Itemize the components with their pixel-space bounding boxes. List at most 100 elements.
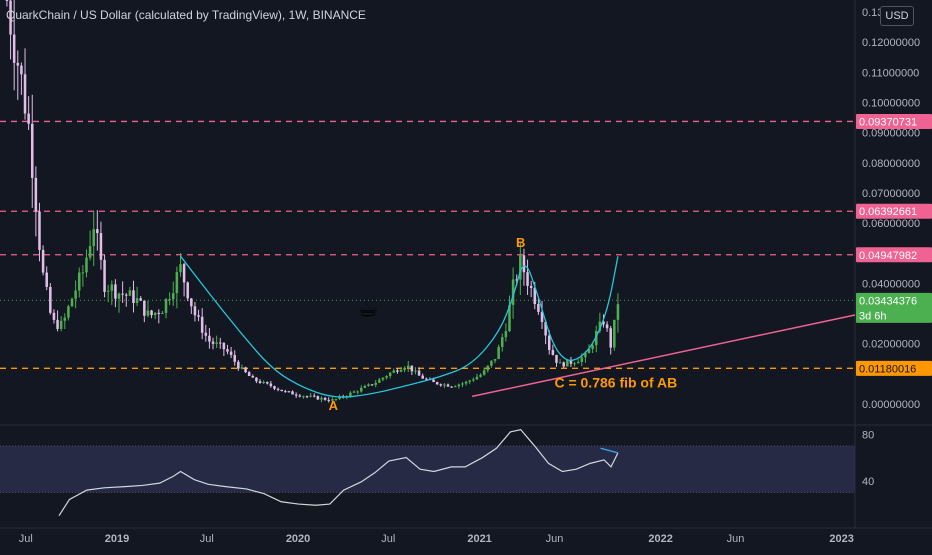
candle-body	[204, 332, 208, 336]
candle-body	[566, 359, 569, 367]
candle-body	[370, 384, 374, 386]
candle-body	[190, 298, 193, 307]
candle-body	[49, 286, 52, 313]
price-label-box	[856, 292, 932, 323]
candle-body	[114, 284, 117, 299]
candle-body	[537, 304, 540, 312]
candle-body	[363, 385, 367, 388]
candle-body	[352, 391, 356, 393]
candle-body	[403, 367, 406, 371]
candle-body	[562, 362, 565, 367]
candle-body	[331, 399, 334, 401]
candle-body	[265, 382, 269, 384]
candle-body	[222, 342, 226, 350]
candle-body	[356, 391, 359, 393]
candle-body	[197, 315, 200, 317]
candle-body	[529, 285, 533, 288]
candle-body	[284, 391, 287, 393]
candle-body	[425, 378, 428, 380]
candle-body	[320, 397, 323, 400]
cup-curve-line[interactable]	[180, 255, 619, 398]
candle-body	[359, 387, 363, 392]
trend-line[interactable]	[471, 314, 856, 398]
time-tick-label: Jun	[727, 533, 745, 545]
candle-body	[305, 396, 309, 398]
candle-body	[302, 396, 305, 398]
candle-body	[591, 345, 594, 350]
candle-body	[218, 342, 222, 344]
candle-body	[334, 398, 338, 400]
candle-body	[5, 0, 9, 1]
candle-body	[269, 383, 273, 387]
candle-body	[555, 354, 558, 363]
annotation-label: C = 0.786 fib of AB	[554, 374, 677, 390]
candle-body	[110, 284, 114, 291]
candle-body	[193, 306, 197, 316]
candle-body	[273, 386, 276, 389]
candle-body	[258, 381, 262, 383]
countdown-label: 3d 6h	[859, 310, 887, 322]
rsi-band	[0, 445, 855, 493]
candle-body	[580, 357, 584, 362]
rsi-tick-label: 80	[862, 429, 874, 441]
candle-body	[117, 293, 121, 299]
candle-body	[450, 386, 453, 388]
candle-body	[374, 382, 377, 385]
candle-body	[479, 374, 482, 377]
time-tick-label: Jul	[381, 533, 395, 545]
candle-body	[298, 395, 302, 397]
horizontal-lines-layer[interactable]	[0, 120, 855, 369]
candle-body	[41, 249, 45, 273]
price-tick-label-partial: 0.13	[862, 7, 883, 19]
candle-body	[378, 379, 381, 383]
candle-body	[544, 321, 547, 336]
candle-body	[103, 259, 106, 292]
price-tick-label: 0.04000000	[862, 278, 920, 290]
candle-body	[573, 363, 576, 365]
candle-body	[153, 312, 157, 316]
candle-body	[128, 290, 132, 296]
candle-body	[143, 300, 146, 316]
candle-body	[244, 367, 247, 373]
candle-body	[233, 355, 236, 362]
price-label-text: 0.01180016	[859, 363, 916, 375]
candle-body	[316, 396, 320, 400]
time-tick-label: 2020	[286, 533, 310, 545]
price-tick-label: 0.10000000	[862, 97, 920, 109]
price-label-box	[856, 113, 932, 129]
rsi-divergence-line[interactable]	[600, 447, 619, 454]
candle-body	[124, 294, 128, 296]
candle-body	[396, 370, 399, 372]
candle-body	[558, 362, 562, 364]
currency-selector[interactable]: USD	[880, 6, 914, 26]
candle-body	[16, 62, 20, 66]
candle-body	[584, 353, 587, 358]
rsi-tick-label: 40	[862, 476, 874, 488]
drawings-layer[interactable]: A B C = 0.786 fib of AB ☕	[180, 235, 856, 413]
candle-body	[497, 346, 500, 359]
price-tick-label: 0.02000000	[862, 339, 920, 351]
candle-body	[34, 177, 38, 212]
annotation-label: A	[329, 398, 339, 413]
candle-body	[338, 396, 341, 399]
candle-body	[522, 255, 526, 273]
candle-body	[414, 370, 417, 372]
candle-body	[457, 384, 461, 387]
candle-body	[421, 375, 424, 379]
candle-body	[594, 330, 598, 346]
axes-layer[interactable]: 0.12000000 0.11000000 0.10000000 0.09000000…	[19, 7, 920, 545]
candle-body	[540, 311, 544, 322]
candle-body	[85, 257, 88, 273]
candle-body	[323, 397, 327, 400]
candle-body	[262, 382, 265, 384]
candle-body	[211, 341, 215, 344]
candle-body	[27, 113, 30, 124]
candle-body	[385, 376, 388, 378]
candle-body	[367, 384, 370, 386]
price-label-box	[856, 360, 932, 376]
candle-body	[381, 377, 385, 380]
time-tick-label: 2021	[467, 533, 491, 545]
candle-body	[616, 304, 620, 320]
